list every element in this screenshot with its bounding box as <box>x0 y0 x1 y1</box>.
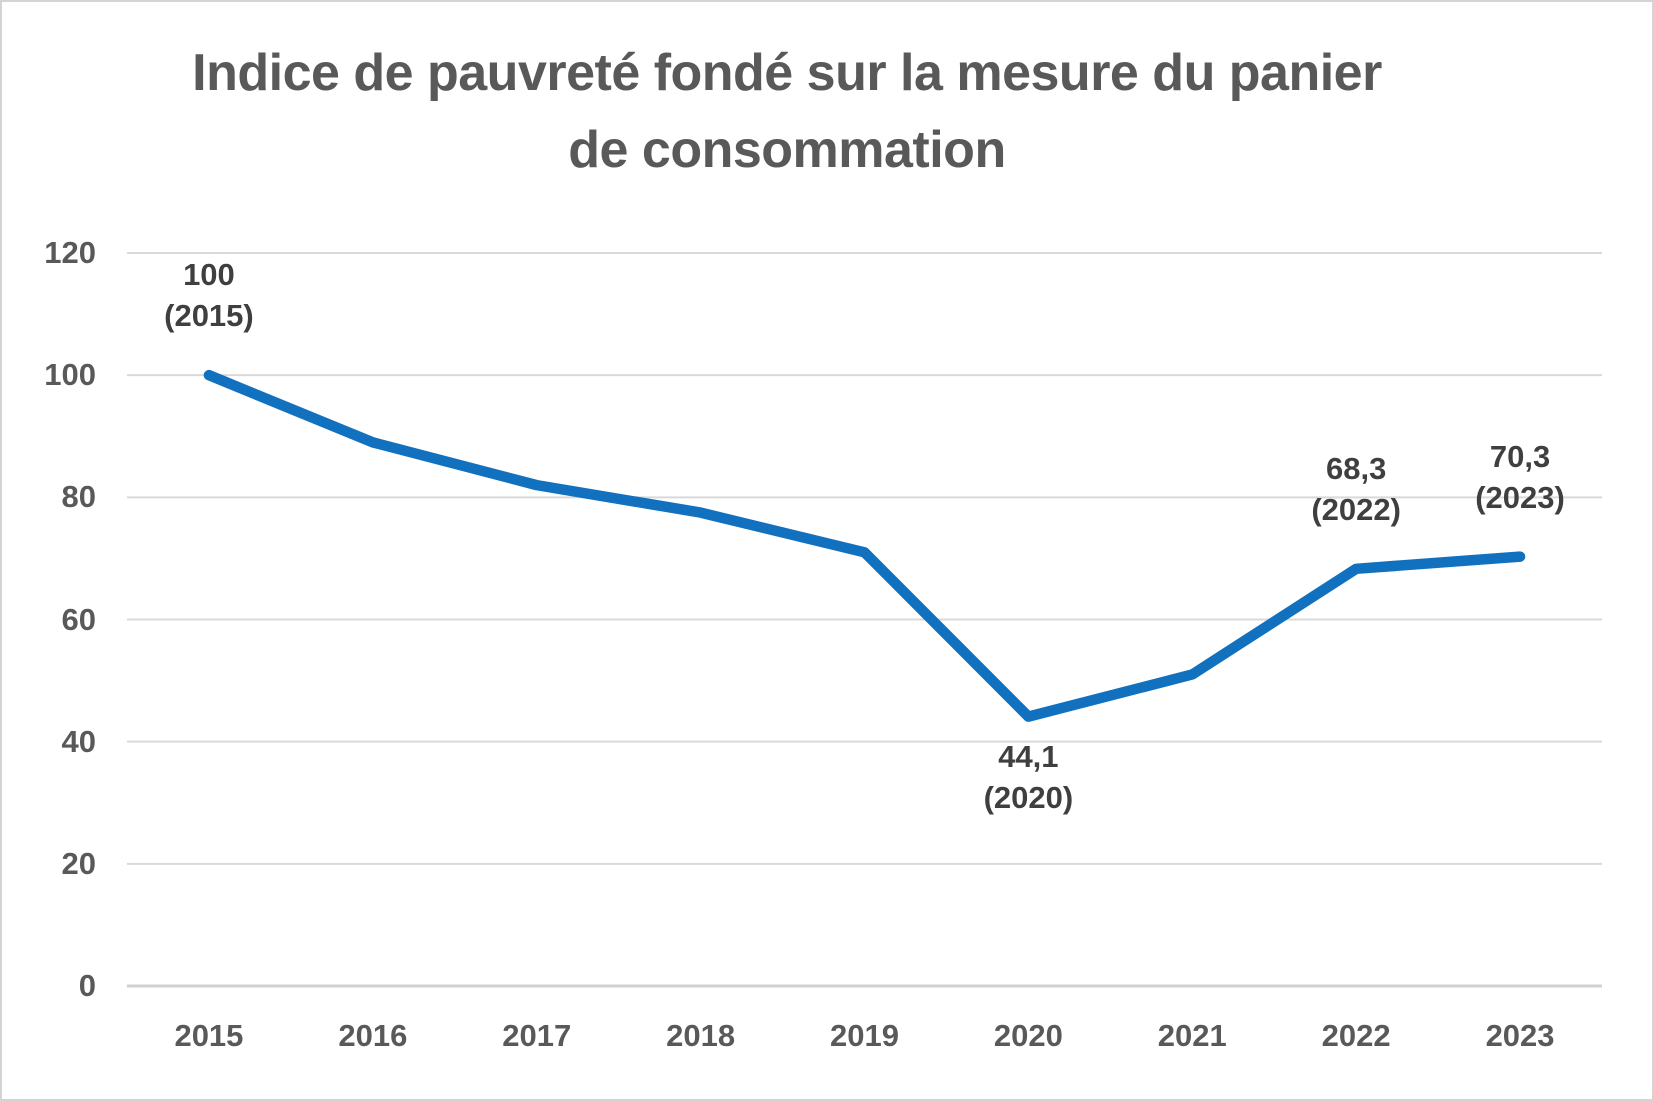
data-label: 70,3 (2023) <box>1400 436 1640 518</box>
series-line <box>203 369 1526 722</box>
x-axis-tick-label: 2018 <box>666 1018 736 1053</box>
data-label: 68,3 (2022) <box>1236 448 1476 530</box>
y-axis-tick-label: 120 <box>44 235 96 270</box>
data-label-year: (2020) <box>983 779 1074 815</box>
data-label: 100 (2015) <box>89 254 329 336</box>
x-axis-tick-label: 2023 <box>1485 1018 1555 1053</box>
chart-title: Indice de pauvreté fondé sur la mesure d… <box>2 35 1572 189</box>
chart-title-line-1: Indice de pauvreté fondé sur la mesure d… <box>192 44 1382 102</box>
chart-title-line-2: de consommation <box>568 121 1006 179</box>
x-axis-tick-label: 2016 <box>338 1018 408 1053</box>
x-axis-tick-label: 2017 <box>502 1018 572 1053</box>
x-axis-tick-label: 2021 <box>1157 1018 1227 1053</box>
data-label-year: (2022) <box>1311 491 1401 527</box>
data-label-value: 70,3 <box>1489 438 1551 474</box>
data-label: 44,1 (2020) <box>908 736 1148 818</box>
data-label-year: (2015) <box>164 298 254 334</box>
y-axis-tick-label: 60 <box>61 601 96 637</box>
x-axis-tick-label: 2022 <box>1321 1018 1391 1053</box>
x-axis-tick-label: 2019 <box>830 1018 899 1053</box>
x-axis-tick-label: 2015 <box>174 1018 244 1053</box>
data-label-value: 100 <box>183 257 235 293</box>
y-axis-tick-label: 40 <box>61 723 96 759</box>
data-label-value: 44,1 <box>998 738 1059 774</box>
data-label-year: (2023) <box>1475 479 1565 515</box>
y-axis-tick-label: 100 <box>44 357 96 393</box>
x-axis-tick-label: 2020 <box>993 1018 1063 1053</box>
y-axis-tick-label: 20 <box>61 845 96 881</box>
y-axis-tick-label: 80 <box>61 479 96 515</box>
y-axis-tick-label: 0 <box>78 968 96 1003</box>
data-label-value: 68,3 <box>1325 450 1387 486</box>
